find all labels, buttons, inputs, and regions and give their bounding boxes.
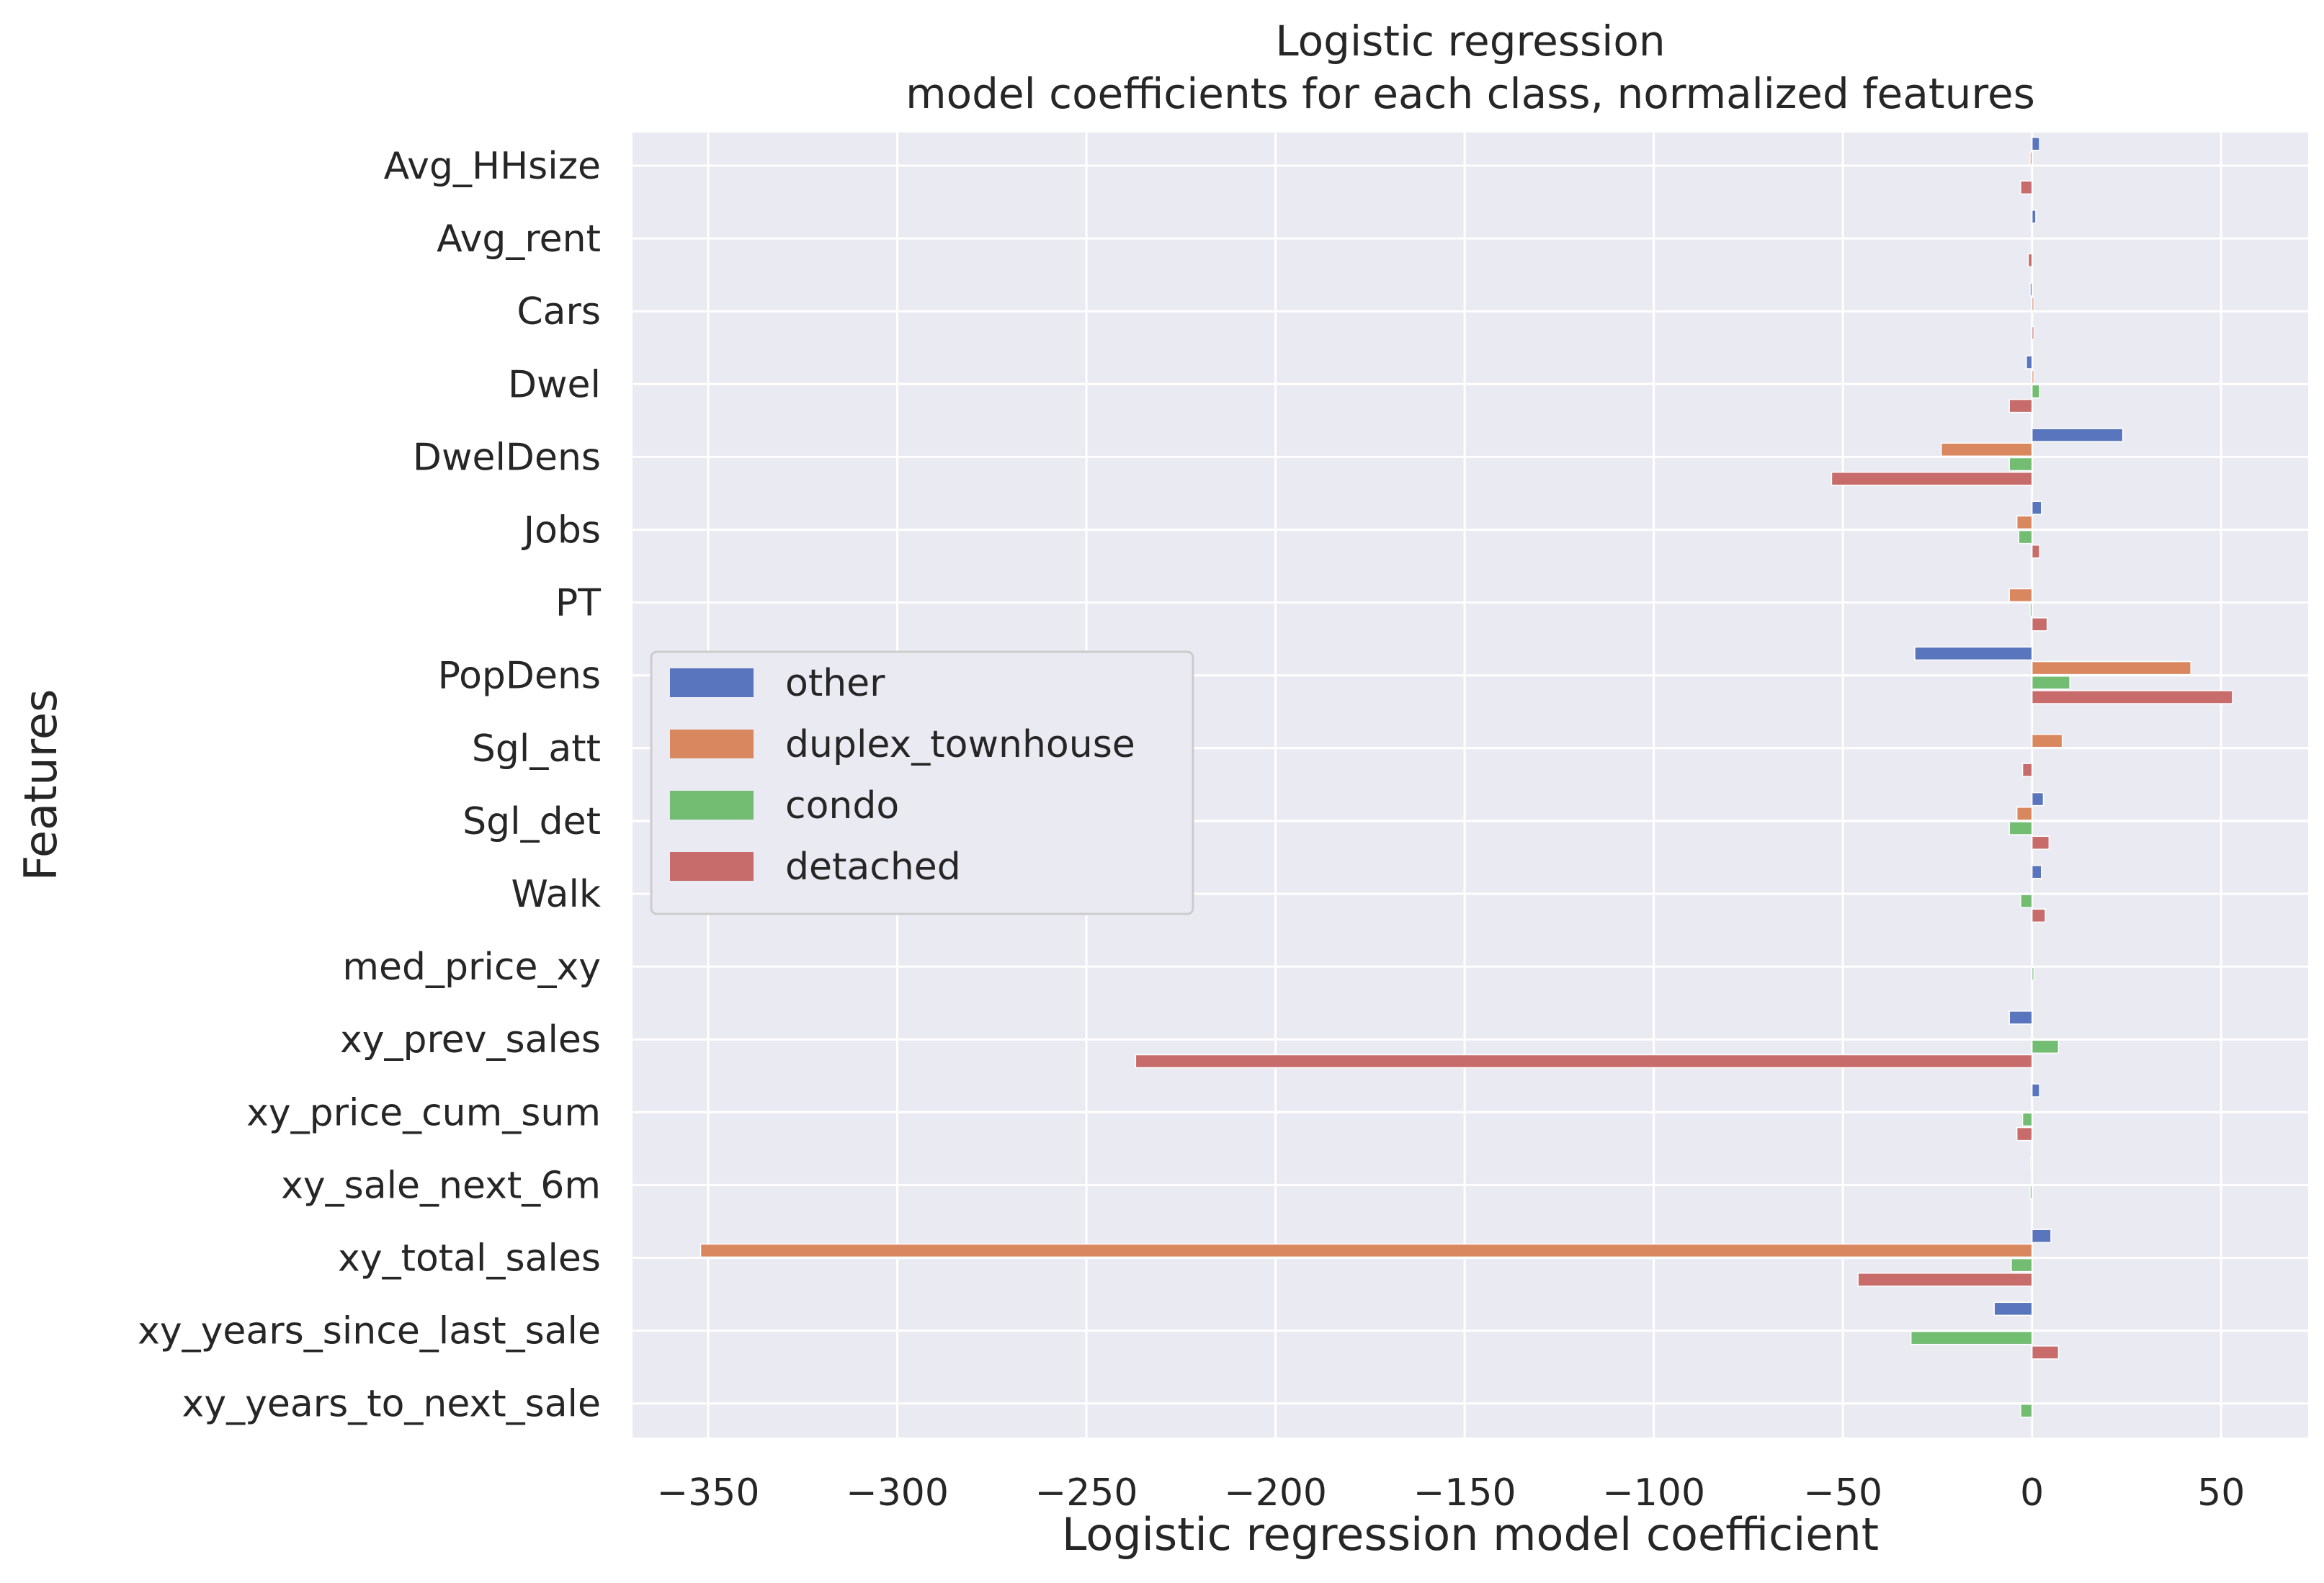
bar-other-cars <box>2029 282 2033 297</box>
legend-label-condo: condo <box>785 784 899 828</box>
bar-detached-xy-prev-sales <box>1135 1054 2033 1069</box>
bar-detached-sgl-det <box>2031 835 2050 850</box>
legend-swatch-detached <box>670 852 754 881</box>
y-tick-label: xy_total_sales <box>338 1237 601 1281</box>
bar-detached-popdens <box>2031 690 2233 704</box>
legend-swatch-condo <box>670 791 754 820</box>
bar-condo-sgl-det <box>2008 821 2033 835</box>
bar-condo-xy-years-since-last-sale <box>1910 1330 2033 1345</box>
bar-other-avg-rent <box>2031 210 2037 224</box>
y-tick-label: xy_years_to_next_sale <box>182 1383 601 1426</box>
bar-condo-xy-prev-sales <box>2031 1039 2060 1054</box>
bar-condo-xy-sale-next-6m <box>2029 1185 2033 1200</box>
bar-duplex-townhouse-popdens <box>2031 660 2191 676</box>
bar-detached-sgl-att <box>2021 763 2033 777</box>
bar-duplex-townhouse-jobs <box>2016 515 2033 530</box>
bar-condo-pt <box>2029 602 2033 617</box>
bars <box>700 136 2233 1418</box>
x-tick-label: 50 <box>2197 1471 2245 1515</box>
y-tick-label: Avg_rent <box>437 218 601 261</box>
y-tick-labels: Avg_HHsize Avg_rent Cars Dwel DwelDens Jobs PT… <box>138 145 601 1426</box>
bar-detached-avg-hhsize <box>2020 180 2033 195</box>
y-tick-label: xy_years_since_last_sale <box>138 1310 601 1353</box>
bar-other-xy-prev-sales <box>2008 1010 2033 1025</box>
bar-condo-xy-price-cum-sum <box>2021 1112 2033 1127</box>
x-tick-labels: −350 −300 −250 −200 −150 −100 −50 0 50 <box>657 1471 2245 1515</box>
x-tick-label: −250 <box>1035 1471 1138 1515</box>
y-tick-label: Jobs <box>522 509 601 552</box>
x-tick-label: −350 <box>657 1471 760 1515</box>
bar-other-dwel <box>2026 355 2033 369</box>
x-axis-label: Logistic regression model coefficient <box>1062 1508 1879 1561</box>
y-tick-label: Cars <box>517 290 601 333</box>
bar-other-avg-hhsize <box>2031 136 2040 151</box>
bar-duplex-townhouse-avg-hhsize <box>2029 151 2033 166</box>
bar-condo-jobs <box>2018 529 2033 544</box>
bar-condo-dwel <box>2031 384 2040 399</box>
bar-detached-pt <box>2031 617 2048 632</box>
bar-duplex-townhouse-xy-total-sales <box>700 1243 2033 1258</box>
chart-subtitle: model coefficients for each class, norma… <box>906 69 2035 118</box>
bar-condo-xy-total-sales <box>2011 1257 2033 1273</box>
chart-title: Logistic regression <box>1275 17 1665 66</box>
y-tick-label: Sgl_att <box>472 727 601 771</box>
bar-condo-popdens <box>2031 676 2070 690</box>
bar-other-xy-total-sales <box>2031 1229 2052 1243</box>
grid-lines <box>633 133 2308 1438</box>
bar-duplex-townhouse-dwel <box>2031 369 2035 384</box>
bar-duplex-townhouse-sgl-att <box>2031 733 2063 748</box>
bar-detached-walk <box>2031 908 2046 923</box>
y-tick-label: Avg_HHsize <box>384 145 601 188</box>
bar-detached-dweldens <box>1831 471 2033 486</box>
y-tick-label: PopDens <box>438 655 601 698</box>
y-tick-label: med_price_xy <box>342 946 601 989</box>
y-tick-label: xy_prev_sales <box>340 1018 601 1062</box>
y-tick-label: xy_sale_next_6m <box>281 1164 601 1207</box>
legend-swatch-duplex-townhouse <box>670 730 754 758</box>
bar-detached-xy-years-since-last-sale <box>2031 1345 2060 1360</box>
x-tick-label: −100 <box>1602 1471 1705 1515</box>
legend-box <box>650 650 1194 915</box>
bar-other-xy-price-cum-sum <box>2031 1083 2040 1098</box>
y-tick-label: Sgl_det <box>462 800 601 843</box>
bar-other-sgl-det <box>2031 792 2044 807</box>
bar-condo-walk <box>2020 894 2033 908</box>
bar-condo-dweldens <box>2008 457 2033 472</box>
bar-detached-jobs <box>2031 544 2040 559</box>
x-tick-label: −300 <box>846 1471 949 1515</box>
y-tick-label: xy_price_cum_sum <box>246 1091 601 1134</box>
legend-label-detached: detached <box>785 846 961 889</box>
x-tick-label: −50 <box>1803 1471 1882 1515</box>
bar-other-popdens <box>1914 646 2033 661</box>
bar-detached-xy-price-cum-sum <box>2016 1126 2033 1142</box>
bar-condo-med-price-xy <box>2031 967 2035 981</box>
bar-detached-xy-total-sales <box>1857 1273 2033 1287</box>
y-tick-label: Dwel <box>508 363 601 406</box>
bar-duplex-townhouse-pt <box>2008 588 2033 603</box>
bar-detached-cars <box>2031 326 2035 341</box>
y-tick-label: Walk <box>511 873 601 916</box>
y-tick-label: DwelDens <box>413 436 601 479</box>
bar-detached-avg-rent <box>2027 253 2033 268</box>
bar-other-xy-sale-next-6m <box>2030 1156 2033 1170</box>
bar-duplex-townhouse-sgl-det <box>2016 807 2033 821</box>
legend-label-other: other <box>785 662 885 705</box>
x-tick-label: −150 <box>1413 1471 1516 1515</box>
bar-duplex-townhouse-cars <box>2031 297 2035 311</box>
bar-condo-xy-years-to-next-sale <box>2020 1404 2033 1418</box>
y-axis-label: Features <box>14 689 67 882</box>
bar-other-dweldens <box>2031 428 2124 442</box>
legend-label-duplex-townhouse: duplex_townhouse <box>785 723 1135 766</box>
bar-other-walk <box>2031 864 2042 879</box>
bar-other-xy-years-since-last-sale <box>1993 1301 2033 1317</box>
x-tick-label: 0 <box>2020 1471 2044 1515</box>
x-tick-label: −200 <box>1224 1471 1327 1515</box>
legend-swatch-other <box>670 668 754 697</box>
bar-duplex-townhouse-dweldens <box>1940 442 2033 457</box>
bar-other-jobs <box>2031 501 2042 515</box>
y-tick-label: PT <box>555 582 601 625</box>
bar-detached-dwel <box>2008 398 2033 413</box>
